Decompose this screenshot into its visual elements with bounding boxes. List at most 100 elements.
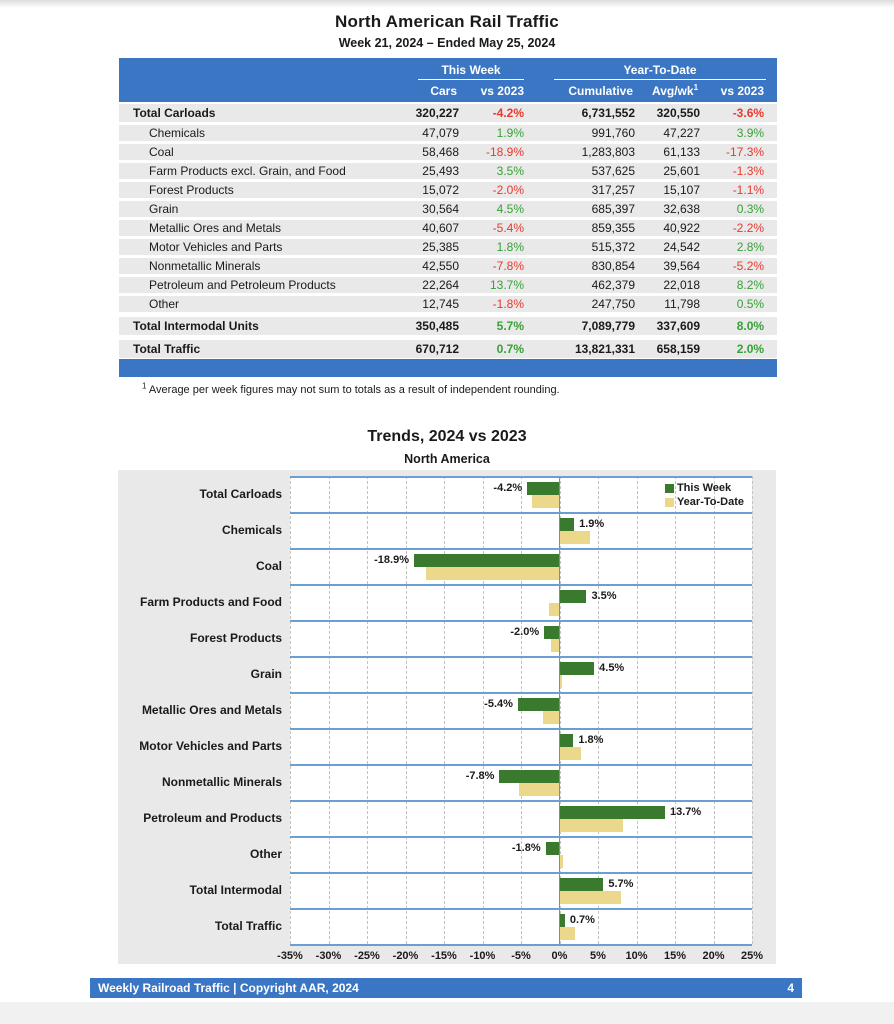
bar-year-to-date [551, 639, 560, 652]
cell-ytd-vs2023: -1.1% [700, 182, 767, 201]
cell-spacer [766, 258, 778, 277]
cell-spacer [766, 220, 778, 239]
column-header-tw-vs2023: vs 2023 [459, 80, 527, 102]
group-header-spacer-right [766, 58, 778, 80]
x-axis-tick-label: 25% [740, 950, 764, 962]
cell-ytd-vs2023: 0.3% [700, 201, 767, 220]
chart-category-label: Total Intermodal [189, 883, 282, 897]
bar-value-label: -1.8% [511, 842, 541, 854]
cell-category: Total Carloads [119, 102, 374, 125]
group-header-year-to-date: Year-To-Date [526, 58, 767, 80]
cell-cars: 40,607 [374, 220, 459, 239]
cell-cars: 22,264 [374, 277, 459, 296]
bar-value-label: 3.5% [591, 590, 617, 602]
cell-avgwk: 658,159 [635, 338, 701, 361]
table-row: Metallic Ores and Metals 40,607 -5.4% 859,3… [119, 220, 778, 239]
bar-this-week [544, 626, 560, 639]
table-row: Nonmetallic Minerals 42,550 -7.8% 830,854 39… [119, 258, 778, 277]
bar-this-week [559, 734, 574, 747]
table-row: Chemicals 47,079 1.9% 991,760 47,227 3.9% [119, 125, 778, 144]
cell-tw-vs2023: 1.9% [459, 125, 527, 144]
cell-spacer [766, 182, 778, 201]
chart-band: 3.5% [290, 584, 752, 620]
chart-category-label: Forest Products [189, 631, 282, 645]
cell-cumulative: 685,397 [526, 201, 636, 220]
chart-gridline [367, 476, 368, 944]
chart-band: 5.7% [290, 872, 752, 908]
table-row: Total Carloads 320,227 -4.2% 6,731,552 320,5… [119, 102, 778, 125]
column-header-cumulative: Cumulative [526, 80, 636, 102]
bar-year-to-date [519, 783, 560, 796]
cell-spacer [766, 163, 778, 182]
chart-band: -7.8% [290, 764, 752, 800]
bar-this-week [413, 554, 560, 567]
cell-cumulative: 515,372 [526, 239, 636, 258]
cell-cumulative: 859,355 [526, 220, 636, 239]
cell-ytd-vs2023: 8.0% [700, 315, 767, 338]
cell-category: Total Traffic [119, 338, 374, 361]
cell-cars: 15,072 [374, 182, 459, 201]
bar-this-week [527, 482, 560, 495]
cell-cars: 320,227 [374, 102, 459, 125]
cell-spacer [766, 144, 778, 163]
page-top-shadow [0, 0, 894, 8]
cell-avgwk: 22,018 [635, 277, 701, 296]
bar-this-week [559, 590, 587, 603]
bar-this-week [517, 698, 560, 711]
x-axis-tick-label: 10% [625, 950, 648, 962]
chart-legend: This Week Year-To-Date [664, 481, 744, 509]
page-subtitle: Week 21, 2024 – Ended May 25, 2024 [338, 36, 556, 50]
cell-tw-vs2023: -18.9% [459, 144, 527, 163]
chart-category-label: Metallic Ores and Metals [141, 703, 282, 717]
page-title: North American Rail Traffic [335, 12, 559, 31]
cell-cumulative: 247,750 [526, 296, 636, 315]
chart-band: 1.8% [290, 728, 752, 764]
chart-gridline [713, 476, 715, 944]
cell-category: Nonmetallic Minerals [119, 258, 374, 277]
cell-tw-vs2023: 3.5% [459, 163, 527, 182]
legend-item: This Week [664, 481, 744, 495]
x-axis-tick-label: 20% [702, 950, 725, 962]
chart-gridline [752, 476, 753, 944]
x-axis-tick-label: -30% [315, 950, 342, 962]
cell-tw-vs2023: 13.7% [459, 277, 527, 296]
column-header-avgwk: Avg/wk1 [635, 80, 701, 102]
chart-gridline [444, 476, 445, 944]
cell-category: Total Intermodal Units [119, 315, 374, 338]
rail-table-body: Total Carloads 320,227 -4.2% 6,731,552 320,5… [119, 102, 778, 361]
table-bottom-bar [119, 359, 777, 377]
chart-category-label: Nonmetallic Minerals [161, 775, 282, 789]
cell-category: Forest Products [119, 182, 374, 201]
chart-category-label: Total Traffic [214, 919, 282, 933]
cell-ytd-vs2023: -5.2% [700, 258, 767, 277]
x-axis-tick-label: 15% [663, 950, 687, 962]
cell-cars: 350,485 [374, 315, 459, 338]
bar-this-week [559, 662, 595, 675]
bar-year-to-date [549, 603, 560, 616]
bar-year-to-date [559, 531, 590, 544]
cell-tw-vs2023: 1.8% [459, 239, 527, 258]
table-group-header-row: This Week Year-To-Date [119, 58, 778, 80]
cell-avgwk: 24,542 [635, 239, 701, 258]
column-header-cars: Cars [374, 80, 459, 102]
cell-cumulative: 13,821,331 [526, 338, 636, 361]
cell-avgwk: 337,609 [635, 315, 701, 338]
cell-tw-vs2023: -4.2% [459, 102, 527, 125]
table-row: Farm Products excl. Grain, and Food 25,49… [119, 163, 778, 182]
cell-cars: 25,385 [374, 239, 459, 258]
cell-cars: 30,564 [374, 201, 459, 220]
table-footnote: 1 Average per week figures may not sum t… [142, 382, 560, 396]
cell-cars: 670,712 [374, 338, 459, 361]
cell-avgwk: 47,227 [635, 125, 701, 144]
chart-gridline [636, 476, 638, 944]
bar-this-week [559, 806, 665, 819]
chart-category-label: Chemicals [221, 523, 282, 537]
chart-gridline [328, 476, 330, 944]
legend-swatch-this-week [664, 483, 674, 493]
cell-ytd-vs2023: 2.0% [700, 338, 767, 361]
chart-category-label: Total Carloads [199, 487, 282, 501]
bar-value-label: -18.9% [374, 554, 409, 566]
group-header-ytd-label: Year-To-Date [554, 63, 767, 80]
chart-band: -1.8% [290, 836, 752, 872]
chart-gridline [482, 476, 484, 944]
